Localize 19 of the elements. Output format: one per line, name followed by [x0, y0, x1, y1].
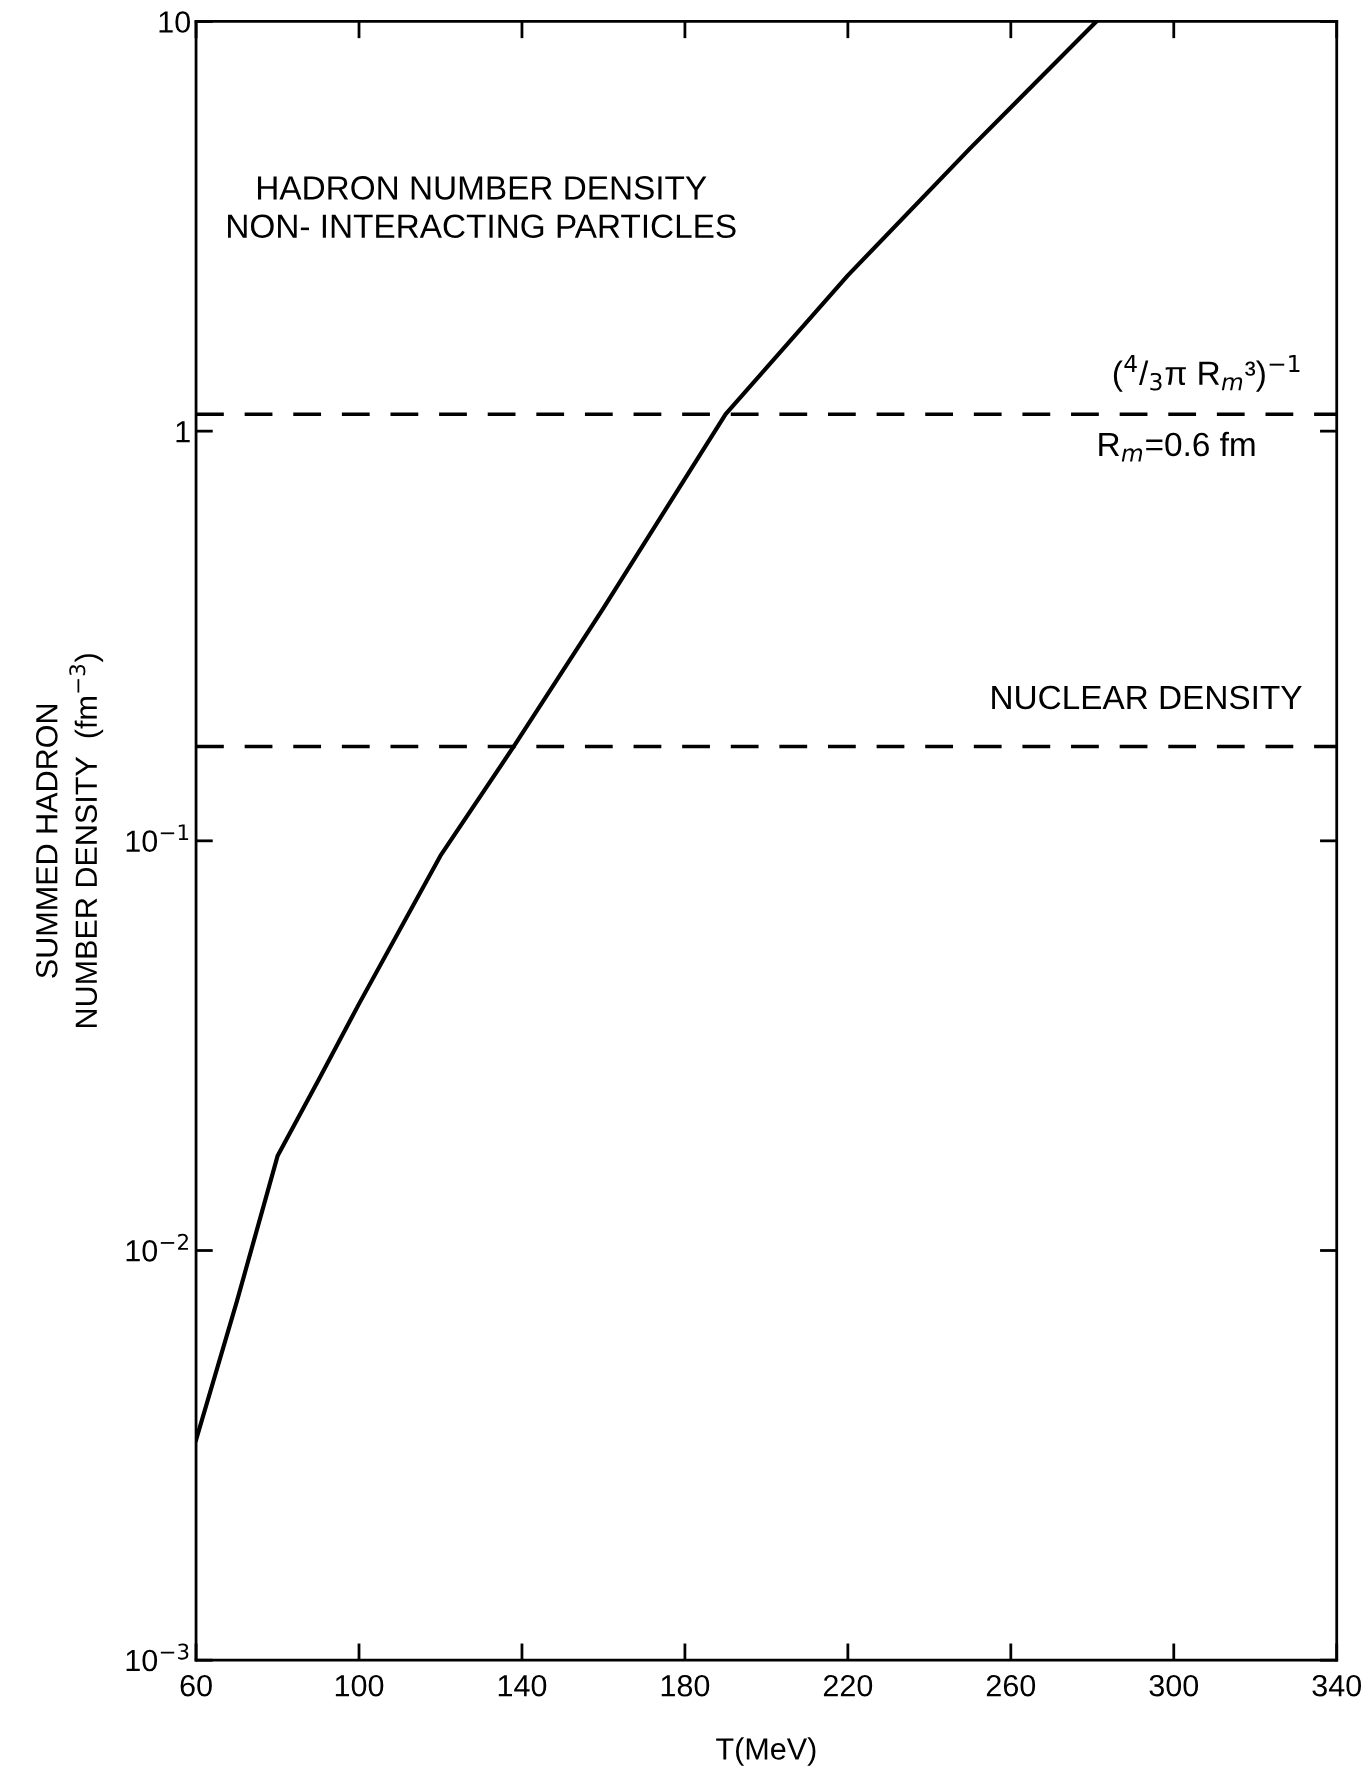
x-tick-label: 180 — [661, 1674, 710, 1697]
x-tick-label: 220 — [823, 1674, 873, 1697]
annotation: HADRON NUMBER DENSITY NON- INTERACTING PARTICLES — [228, 176, 736, 239]
annotation: R$_{m}$=0.6 fm — [1099, 431, 1255, 462]
y-tick-label: 10$^{−3}$ — [126, 1643, 189, 1672]
y-tick-label: 1 — [176, 421, 190, 443]
x-tick-label: 300 — [1149, 1674, 1199, 1697]
x-tick-label: 60 — [180, 1674, 212, 1697]
ref-line-label: NUCLEAR DENSITY — [992, 685, 1302, 710]
y-axis-title: SUMMED HADRON NUMBER DENSITY (fm$^{−3}$) — [35, 654, 104, 1027]
y-tick-label: 10$^{−1}$ — [126, 824, 189, 852]
x-tick-label: 140 — [498, 1674, 547, 1697]
x-tick-label: 340 — [1312, 1674, 1362, 1697]
x-tick-label: 100 — [335, 1674, 384, 1697]
x-axis-title: T(MeV) — [716, 1737, 816, 1766]
x-tick-label: 260 — [986, 1674, 1036, 1697]
y-tick-label: 10$^{−2}$ — [126, 1233, 188, 1262]
y-tick-label: 10 — [159, 11, 190, 33]
ref-line-label: ($^{4}$/$_{3}$π R$_{m}$³)$^{−1}$ — [1113, 354, 1300, 392]
